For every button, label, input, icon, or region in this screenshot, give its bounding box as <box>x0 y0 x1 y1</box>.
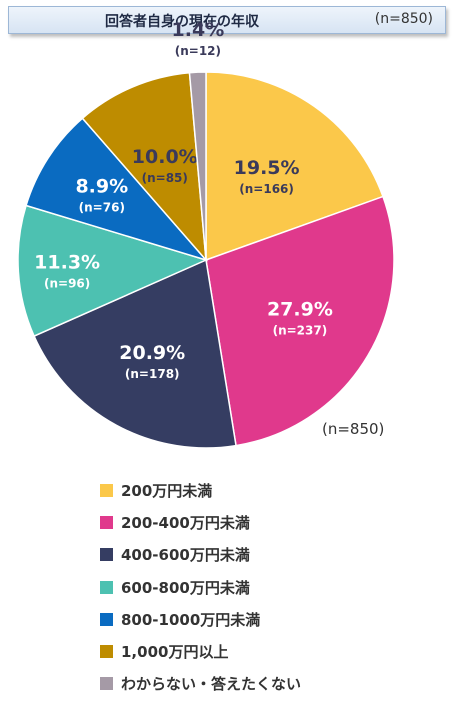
legend-item-1: 200万円未満 <box>100 474 301 506</box>
legend-item-6: 1,000万円以上 <box>100 635 301 667</box>
chart-sample-size: (n=850) <box>374 11 433 27</box>
pie-count-label-5: (n=76) <box>79 201 125 215</box>
pie-chart: 19.5% (n=166) 27.9% (n=237) 20.9% (n=178) 11.3… <box>17 19 395 449</box>
pie-count-label-2: (n=237) <box>273 323 328 337</box>
legend-label-5: 800-1000万円未満 <box>121 610 261 629</box>
legend-item-7: わからない・答えたくない <box>100 668 301 700</box>
legend-swatch-5 <box>100 612 113 626</box>
pie-percent-label-1: 19.5% <box>234 157 300 179</box>
legend-swatch-7 <box>100 677 113 691</box>
pie-slice-1 <box>205 71 384 262</box>
pie-slice-2 <box>205 195 395 447</box>
legend-item-4: 600-800万円未満 <box>100 571 301 603</box>
pie-count-label-4: (n=96) <box>44 277 90 291</box>
chart-title-bar: 回答者自身の現在の年収 (n=850) <box>8 6 446 34</box>
pie-count-label-1: (n=166) <box>239 182 294 196</box>
pie-percent-label-2: 27.9% <box>267 298 333 320</box>
legend-label-2: 200-400万円未満 <box>121 513 250 532</box>
legend-swatch-6 <box>100 645 113 659</box>
pie-count-label-3: (n=178) <box>125 367 180 381</box>
legend-item-5: 800-1000万円未満 <box>100 603 301 635</box>
legend-label-6: 1,000万円以上 <box>121 643 229 662</box>
pie-total-label: (n=850) <box>322 420 385 438</box>
legend-label-3: 400-600万円未満 <box>121 546 250 565</box>
pie-percent-label-4: 11.3% <box>34 252 100 274</box>
legend-label-7: わからない・答えたくない <box>121 675 302 694</box>
pie-count-label-7: (n=12) <box>175 44 221 58</box>
legend-label-1: 200万円未満 <box>121 481 213 500</box>
legend-item-3: 400-600万円未満 <box>100 539 301 571</box>
legend-label-4: 600-800万円未満 <box>121 578 250 597</box>
pie-percent-label-7: 1.4% <box>172 19 225 41</box>
legend-swatch-4 <box>100 580 113 594</box>
pie-percent-label-3: 20.9% <box>119 342 185 364</box>
pie-slice-4 <box>17 204 209 338</box>
pie-slice-5 <box>25 117 209 262</box>
legend-swatch-2 <box>100 515 113 529</box>
pie-count-label-6: (n=85) <box>142 171 188 185</box>
chart-title: 回答者自身の現在の年収 <box>105 14 259 30</box>
chart-legend: 200万円未満 200-400万円未満 400-600万円未満 600-800万円未満… <box>100 474 301 700</box>
legend-item-2: 200-400万円未満 <box>100 506 301 538</box>
legend-swatch-1 <box>100 483 113 497</box>
pie-percent-label-6: 10.0% <box>132 146 198 168</box>
pie-slice-6 <box>81 71 207 263</box>
legend-swatch-3 <box>100 548 113 562</box>
pie-percent-label-5: 8.9% <box>75 176 128 198</box>
pie-slice-7 <box>188 71 207 261</box>
pie-slice-3 <box>33 258 237 449</box>
